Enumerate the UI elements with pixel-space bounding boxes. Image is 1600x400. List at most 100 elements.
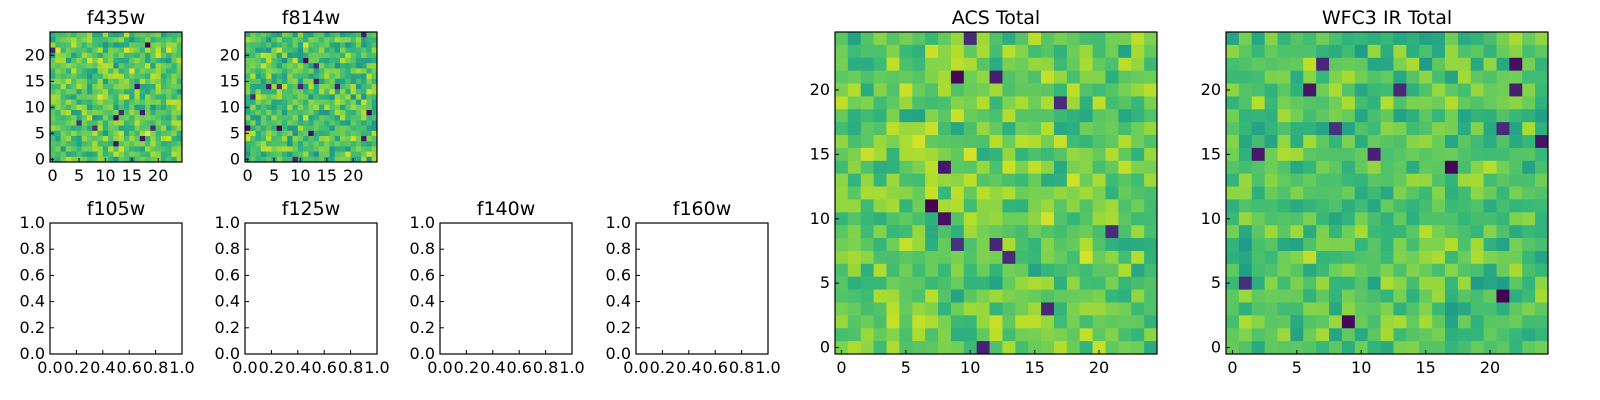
heatmap-cell — [276, 42, 283, 48]
heatmap-cell — [271, 110, 278, 116]
heatmap-cell — [1457, 199, 1472, 213]
heatmap-cell — [860, 186, 875, 200]
heatmap-cell — [1496, 109, 1510, 123]
heatmap-cell — [287, 120, 293, 126]
heatmap-cell — [925, 122, 939, 136]
heatmap-cell — [963, 199, 978, 213]
heatmap-cell — [860, 147, 875, 162]
heatmap-cell — [1118, 199, 1132, 213]
heatmap-cell — [86, 151, 93, 158]
x-tick-label: 0.6 — [506, 358, 531, 377]
heatmap-cell — [371, 63, 378, 69]
heatmap-cell — [113, 151, 120, 158]
heatmap-cell — [976, 83, 990, 97]
heatmap-cell — [963, 315, 978, 329]
heatmap-cell — [1041, 96, 1055, 110]
heatmap-cell — [1238, 32, 1253, 46]
heatmap-cell — [1457, 109, 1472, 123]
heatmap-cell — [55, 68, 61, 74]
heatmap-cell — [950, 160, 965, 175]
heatmap-cell — [989, 96, 1003, 110]
heatmap-cell — [1444, 160, 1459, 175]
x-tick-label: 20 — [343, 166, 363, 185]
heatmap-cell — [1131, 289, 1145, 303]
heatmap-cell — [361, 141, 367, 147]
heatmap-cell — [176, 110, 183, 116]
heatmap-cell — [1316, 147, 1330, 162]
heatmap-cell — [886, 83, 900, 97]
heatmap-cell — [1496, 32, 1510, 46]
heatmap-cell — [271, 115, 278, 121]
heatmap-cell — [1226, 276, 1240, 290]
heatmap-cell — [1522, 32, 1536, 46]
heatmap-cell — [1238, 70, 1253, 84]
heatmap-cell — [1354, 199, 1369, 213]
heatmap-cell — [989, 83, 1003, 97]
heatmap-cell — [303, 37, 309, 43]
heatmap-cell — [950, 83, 965, 97]
heatmap-cell — [1053, 32, 1068, 46]
heatmap-cell — [160, 68, 167, 74]
heatmap-cell — [60, 78, 67, 85]
heatmap-cell — [145, 120, 151, 126]
heatmap-cell — [1002, 328, 1016, 342]
heatmap-cell — [371, 125, 378, 132]
x-tick-label: 0.0 — [232, 358, 257, 377]
heatmap-cell — [55, 47, 61, 54]
heatmap-cell — [1105, 276, 1119, 290]
heatmap-cell — [118, 94, 125, 100]
heatmap-cell — [1092, 341, 1106, 355]
heatmap-cell — [1522, 212, 1536, 226]
heatmap-cell — [950, 315, 965, 329]
heatmap-cell — [308, 42, 315, 48]
heatmap-cells — [50, 32, 183, 163]
heatmap-cell — [912, 302, 926, 316]
heatmap-cell — [1419, 302, 1433, 316]
heatmap-cell — [108, 73, 114, 80]
heatmap-cell — [55, 73, 61, 80]
heatmap-cell — [260, 125, 267, 132]
heatmap-cell — [271, 47, 278, 54]
heatmap-cell — [303, 120, 309, 126]
heatmap-cell — [1316, 225, 1330, 239]
heatmap-cell — [1303, 173, 1317, 187]
heatmap-cell — [292, 89, 299, 95]
heatmap-cell — [271, 52, 278, 59]
heatmap-cell — [129, 42, 135, 48]
heatmap-cell — [292, 42, 299, 48]
heatmap-cell — [1015, 199, 1029, 213]
heatmap-cell — [950, 225, 965, 239]
heatmap-cell — [1015, 276, 1029, 290]
heatmap-cell — [1105, 341, 1119, 355]
heatmap-cell — [324, 68, 330, 74]
heatmap-cell — [1419, 32, 1433, 46]
heatmap-cell — [108, 47, 114, 54]
heatmap-cell — [1444, 83, 1459, 97]
heatmap-cell — [1522, 147, 1536, 162]
axes-frame — [834, 31, 1158, 355]
heatmap-cell — [150, 84, 156, 90]
heatmap-cell — [81, 115, 88, 121]
heatmap-cell — [287, 104, 293, 111]
heatmap-cell — [129, 32, 135, 38]
heatmap-cell — [1015, 160, 1029, 175]
heatmap-cell — [1522, 315, 1536, 329]
heatmap-cell — [355, 73, 362, 80]
heatmap-cell — [1509, 238, 1523, 252]
heatmap-cell — [334, 125, 341, 132]
heatmap-cell — [318, 63, 325, 69]
heatmap-cell — [1509, 70, 1523, 84]
heatmap-cell — [334, 141, 341, 147]
heatmap-cell — [1535, 250, 1549, 265]
heatmap-cell — [113, 32, 120, 38]
heatmap-cell — [155, 32, 162, 38]
heatmap-cell — [1066, 315, 1081, 329]
heatmap-cell — [292, 156, 299, 163]
heatmap-cell — [176, 47, 183, 54]
heatmap-cell — [250, 94, 256, 100]
heatmap-cell — [1066, 147, 1081, 162]
y-tick-label: 0.6 — [215, 265, 240, 284]
heatmap-cell — [297, 84, 304, 90]
heatmap-cell — [1483, 289, 1497, 303]
